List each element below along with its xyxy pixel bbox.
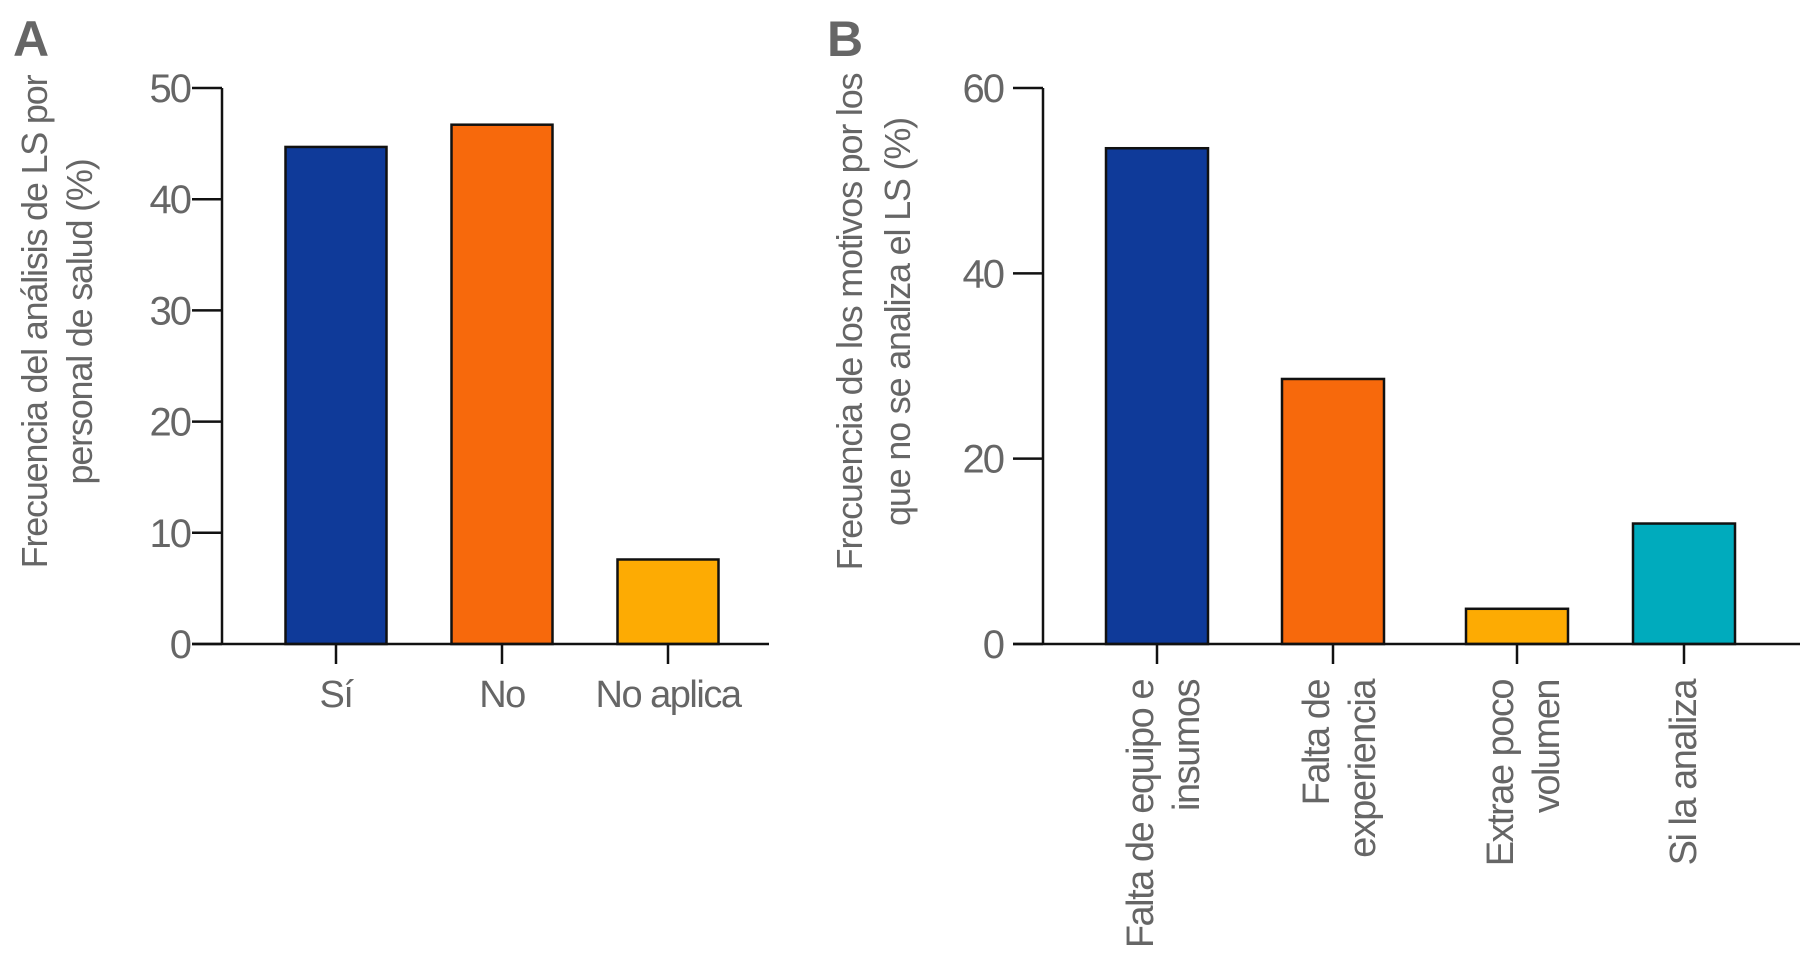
x-tick-label: No bbox=[479, 674, 525, 716]
y-axis-title-line: personal de salud (%) bbox=[59, 160, 100, 485]
x-tick-label: Sí bbox=[320, 674, 355, 716]
y-tick-label: 0 bbox=[170, 623, 191, 667]
y-tick-label: 10 bbox=[150, 512, 191, 556]
bar-a-1 bbox=[450, 123, 554, 646]
x-tick-label: Extrae poco bbox=[1480, 680, 1522, 867]
y-tick-label: 30 bbox=[150, 289, 191, 333]
y-tick-label: 40 bbox=[150, 178, 191, 222]
y-tick-label: 40 bbox=[963, 252, 1004, 296]
y-axis-title-line: que no se analiza el LS (%) bbox=[877, 118, 918, 526]
y-axis-title-line: Frecuencia del análisis de LS por bbox=[14, 74, 55, 568]
panel-a-letter: A bbox=[13, 11, 49, 67]
bar-a-2 bbox=[616, 558, 720, 646]
bar-b-0 bbox=[1104, 146, 1210, 646]
panel-b: B 0 20 40 60 Falta de equipo e insumos Falta d… bbox=[827, 11, 1800, 948]
x-tick-label: Si la analiza bbox=[1663, 678, 1705, 866]
y-tick-label: 60 bbox=[963, 67, 1004, 111]
panel-a: A 0 10 20 30 40 50 Sí No No aplica Frecuencia del… bbox=[13, 11, 769, 716]
y-axis-title-line: Frecuencia de los motivos por los bbox=[829, 73, 870, 570]
x-tick-label: Falta de equipo e bbox=[1120, 680, 1162, 949]
x-tick-label: Falta de bbox=[1296, 680, 1338, 806]
panel-b-letter: B bbox=[827, 11, 863, 67]
bar-a-0 bbox=[284, 145, 388, 646]
bar-b-1 bbox=[1280, 377, 1386, 646]
x-tick-label: No aplica bbox=[596, 674, 743, 716]
bar-b-2 bbox=[1464, 607, 1570, 646]
x-tick-label: volumen bbox=[1526, 680, 1568, 813]
bar-b-3 bbox=[1631, 522, 1737, 646]
x-tick-label: insumos bbox=[1166, 680, 1208, 811]
y-tick-label: 0 bbox=[983, 623, 1004, 667]
y-tick-label: 50 bbox=[150, 67, 191, 111]
y-tick-label: 20 bbox=[963, 438, 1004, 482]
x-tick-label: experiencia bbox=[1342, 678, 1384, 858]
y-tick-label: 20 bbox=[150, 401, 191, 445]
